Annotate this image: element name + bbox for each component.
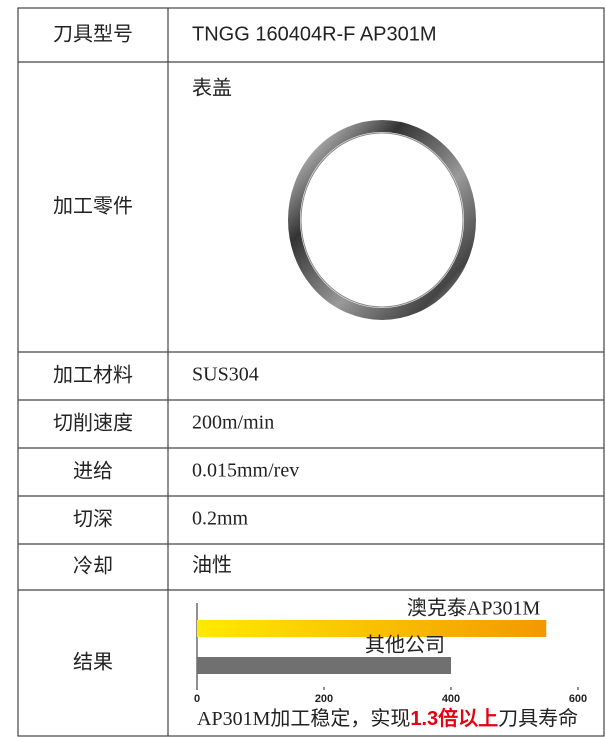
caption-part: AP301M加工稳定，实现 bbox=[197, 707, 410, 730]
row-value: 200m/min bbox=[192, 412, 274, 434]
caption-part: 1.3倍以上 bbox=[410, 706, 498, 730]
chart-caption: AP301M加工稳定，实现1.3倍以上刀具寿命 bbox=[197, 706, 578, 730]
row-label: 刀具型号 bbox=[53, 22, 133, 46]
row-label: 进给 bbox=[73, 459, 113, 483]
part-image bbox=[288, 120, 476, 320]
table-border bbox=[17, 7, 605, 737]
row-value: 油性 bbox=[192, 554, 232, 577]
bar-label: 澳克泰AP301M bbox=[407, 597, 541, 620]
row-label: 冷却 bbox=[73, 554, 113, 578]
bar bbox=[197, 620, 547, 637]
row-value: TNGG 160404R-F AP301M bbox=[192, 23, 437, 45]
x-tick-label: 200 bbox=[315, 693, 333, 705]
row-value: 表盖 bbox=[192, 77, 232, 100]
row-label: 加工材料 bbox=[53, 363, 133, 387]
row-label: 结果 bbox=[73, 650, 113, 674]
row-value: 0.015mm/rev bbox=[192, 460, 299, 482]
x-tick-label: 0 bbox=[194, 693, 200, 705]
row-value: 0.2mm bbox=[192, 508, 249, 530]
x-tick-label: 600 bbox=[569, 693, 587, 705]
bar bbox=[197, 657, 451, 674]
row-value: SUS304 bbox=[192, 364, 259, 386]
row-label: 切削速度 bbox=[53, 411, 133, 435]
bar-label: 其他公司 bbox=[365, 634, 445, 657]
caption-part: 刀具寿命 bbox=[498, 707, 578, 730]
x-tick-label: 400 bbox=[442, 693, 460, 705]
row-label: 加工零件 bbox=[53, 194, 133, 218]
row-label: 切深 bbox=[73, 507, 113, 531]
